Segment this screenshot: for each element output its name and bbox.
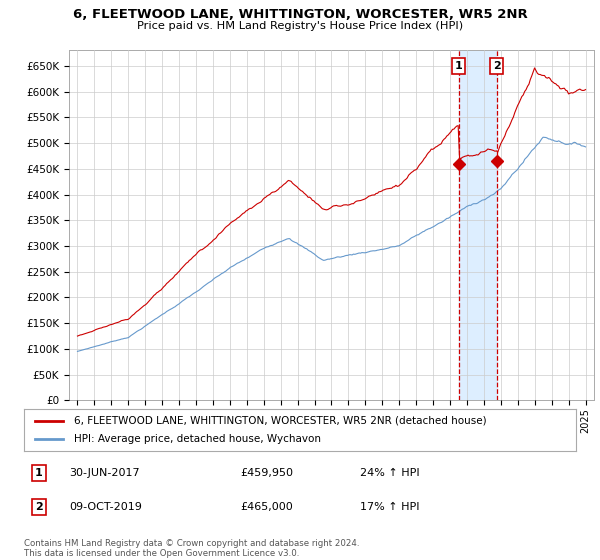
Text: 30-JUN-2017: 30-JUN-2017 (69, 468, 140, 478)
Bar (458, 50, 497, 400)
Text: 2: 2 (35, 502, 43, 512)
Text: 6, FLEETWOOD LANE, WHITTINGTON, WORCESTER, WR5 2NR (detached house): 6, FLEETWOOD LANE, WHITTINGTON, WORCESTE… (74, 416, 487, 426)
Text: 1: 1 (35, 468, 43, 478)
Text: 09-OCT-2019: 09-OCT-2019 (69, 502, 142, 512)
Text: 1: 1 (455, 61, 463, 71)
Text: 2: 2 (493, 61, 500, 71)
Text: HPI: Average price, detached house, Wychavon: HPI: Average price, detached house, Wych… (74, 434, 320, 444)
Text: Contains HM Land Registry data © Crown copyright and database right 2024.
This d: Contains HM Land Registry data © Crown c… (24, 539, 359, 558)
Text: 17% ↑ HPI: 17% ↑ HPI (360, 502, 419, 512)
Text: £459,950: £459,950 (240, 468, 293, 478)
Text: £465,000: £465,000 (240, 502, 293, 512)
Text: 6, FLEETWOOD LANE, WHITTINGTON, WORCESTER, WR5 2NR: 6, FLEETWOOD LANE, WHITTINGTON, WORCESTE… (73, 8, 527, 21)
Text: Price paid vs. HM Land Registry's House Price Index (HPI): Price paid vs. HM Land Registry's House … (137, 21, 463, 31)
Text: 24% ↑ HPI: 24% ↑ HPI (360, 468, 419, 478)
